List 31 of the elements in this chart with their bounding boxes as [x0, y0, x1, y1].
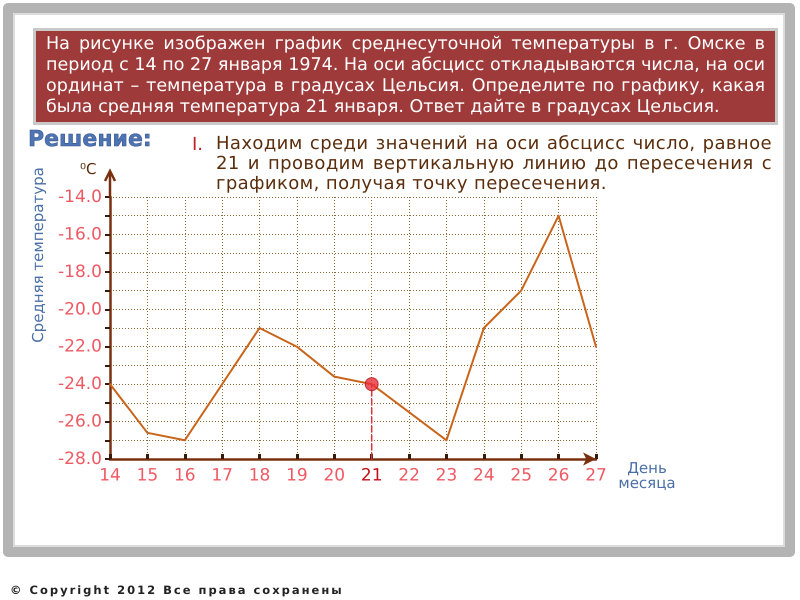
x-tick-label: 27: [585, 466, 607, 486]
x-tick-label: 22: [398, 466, 420, 486]
x-tick-label: 19: [286, 466, 308, 486]
x-tick-label: 17: [211, 466, 233, 486]
x-tick-label: 15: [136, 466, 158, 486]
x-tick-label: 20: [323, 466, 346, 486]
x-tick-label: 23: [436, 466, 458, 486]
line-series: [109, 214, 597, 442]
x-tick-label: 25: [510, 466, 532, 486]
text: I.: [192, 134, 204, 155]
y-axis-title: Средняя температура: [29, 167, 47, 343]
y-tick-label: -26.0: [58, 412, 102, 432]
x-tick-label: 26: [548, 466, 570, 486]
text: ⁰C: [80, 160, 96, 178]
y-tick-label: -28.0: [58, 449, 102, 469]
y-tick-label: -16.0: [58, 224, 102, 244]
x-tick-label: 18: [248, 466, 270, 486]
y-tick-label: -24.0: [58, 374, 102, 394]
y-tick-label: -20.0: [58, 299, 102, 320]
text: Решение:: [28, 127, 152, 152]
chart-title: На рисунке изображен график среднесуточной температуры в г. Омске в период с 14 по 27 января 1974. На оси абсцисс откладываются числа, на оси ординат – температура в градусах Цельсия. Определите по графику, какая была средняя температура 21 января. Ответ дайте в градусах Цельсия.: [33, 28, 778, 125]
y-tick-label: -14.0: [58, 187, 102, 207]
y-tick-label: -22.0: [58, 336, 102, 357]
x-axis-title: День месяца: [617, 459, 677, 492]
y-tick-label: -18.0: [58, 262, 102, 282]
text: © Copyright 2012 Все права сохранены: [10, 583, 344, 597]
x-tick-label: 16: [174, 466, 196, 486]
x-tick-label: 24: [473, 466, 495, 486]
x-tick-label: 21: [360, 466, 383, 486]
x-tick-label: 14: [99, 466, 121, 486]
text: Находим среди значений на оси абсцисс число, равное 21 и проводим вертикальную линию до пересечения с графиком, получая точку пересечения.: [216, 133, 772, 194]
